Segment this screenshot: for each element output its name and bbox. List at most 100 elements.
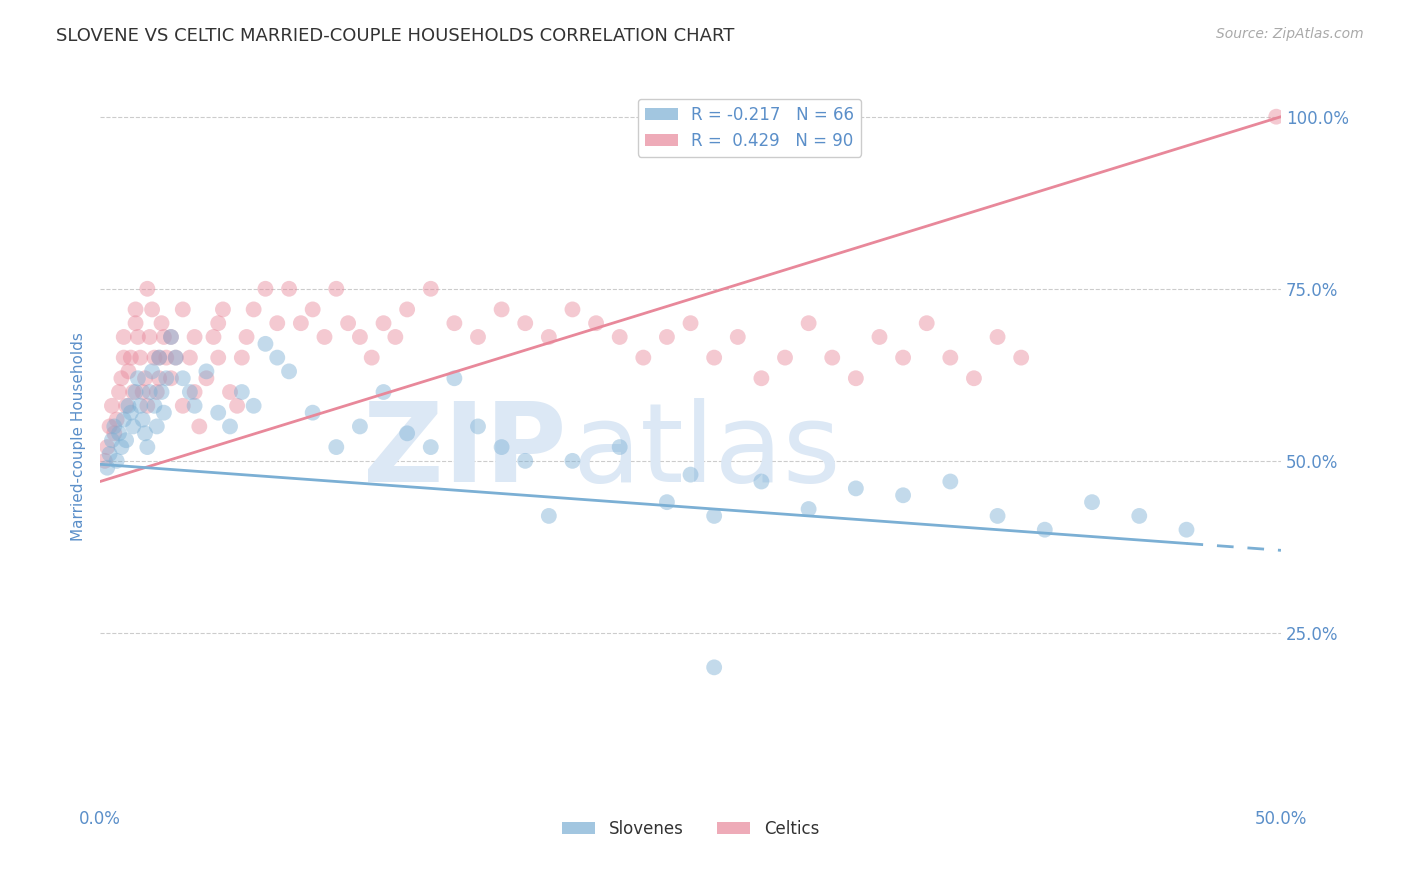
Point: [633, 351, 655, 365]
Point: [396, 302, 419, 317]
Point: [143, 351, 166, 365]
Point: [1128, 508, 1150, 523]
Point: [585, 316, 607, 330]
Point: [987, 508, 1010, 523]
Point: [939, 475, 962, 489]
Point: [467, 419, 489, 434]
Point: [105, 412, 128, 426]
Point: [561, 454, 583, 468]
Point: [138, 384, 160, 399]
Point: [160, 330, 183, 344]
Point: [108, 426, 131, 441]
Point: [360, 351, 382, 365]
Point: [963, 371, 986, 385]
Point: [179, 351, 201, 365]
Point: [96, 460, 118, 475]
Point: [797, 502, 820, 516]
Point: [195, 371, 218, 385]
Point: [105, 454, 128, 468]
Text: atlas: atlas: [572, 398, 841, 505]
Point: [609, 330, 631, 344]
Point: [266, 316, 288, 330]
Point: [160, 330, 183, 344]
Point: [112, 412, 135, 426]
Point: [515, 316, 537, 330]
Point: [117, 399, 139, 413]
Point: [987, 330, 1010, 344]
Point: [179, 384, 201, 399]
Point: [797, 316, 820, 330]
Point: [183, 330, 205, 344]
Point: [165, 351, 187, 365]
Point: [110, 371, 132, 385]
Text: SLOVENE VS CELTIC MARRIED-COUPLE HOUSEHOLDS CORRELATION CHART: SLOVENE VS CELTIC MARRIED-COUPLE HOUSEHO…: [56, 27, 734, 45]
Point: [212, 302, 235, 317]
Point: [150, 384, 173, 399]
Point: [751, 371, 773, 385]
Point: [143, 399, 166, 413]
Point: [773, 351, 796, 365]
Point: [112, 351, 135, 365]
Point: [129, 351, 152, 365]
Point: [120, 351, 142, 365]
Point: [419, 282, 441, 296]
Point: [136, 282, 159, 296]
Point: [349, 419, 371, 434]
Point: [141, 302, 163, 317]
Point: [183, 384, 205, 399]
Point: [727, 330, 749, 344]
Point: [349, 330, 371, 344]
Point: [94, 454, 117, 468]
Point: [98, 447, 121, 461]
Point: [491, 440, 513, 454]
Y-axis label: Married-couple Households: Married-couple Households: [72, 333, 86, 541]
Point: [609, 440, 631, 454]
Point: [108, 384, 131, 399]
Point: [373, 384, 395, 399]
Point: [1081, 495, 1104, 509]
Point: [148, 371, 170, 385]
Point: [103, 419, 125, 434]
Point: [325, 282, 347, 296]
Point: [537, 508, 560, 523]
Point: [136, 440, 159, 454]
Point: [183, 399, 205, 413]
Point: [103, 426, 125, 441]
Point: [124, 384, 146, 399]
Point: [165, 351, 187, 365]
Point: [384, 330, 406, 344]
Point: [146, 384, 169, 399]
Point: [124, 316, 146, 330]
Point: [703, 351, 725, 365]
Point: [219, 384, 242, 399]
Point: [869, 330, 891, 344]
Point: [101, 399, 124, 413]
Point: [655, 495, 678, 509]
Point: [278, 364, 301, 378]
Point: [124, 302, 146, 317]
Point: [127, 371, 149, 385]
Point: [134, 371, 156, 385]
Point: [679, 467, 702, 482]
Point: [515, 454, 537, 468]
Point: [226, 399, 249, 413]
Point: [153, 330, 176, 344]
Point: [231, 351, 253, 365]
Point: [155, 351, 177, 365]
Point: [301, 406, 323, 420]
Point: [703, 508, 725, 523]
Point: [131, 412, 153, 426]
Point: [325, 440, 347, 454]
Point: [195, 364, 218, 378]
Point: [314, 330, 336, 344]
Point: [845, 371, 868, 385]
Point: [160, 371, 183, 385]
Point: [138, 330, 160, 344]
Point: [110, 440, 132, 454]
Point: [207, 316, 229, 330]
Point: [537, 330, 560, 344]
Point: [751, 475, 773, 489]
Text: ZIP: ZIP: [363, 398, 567, 505]
Text: Source: ZipAtlas.com: Source: ZipAtlas.com: [1216, 27, 1364, 41]
Point: [129, 399, 152, 413]
